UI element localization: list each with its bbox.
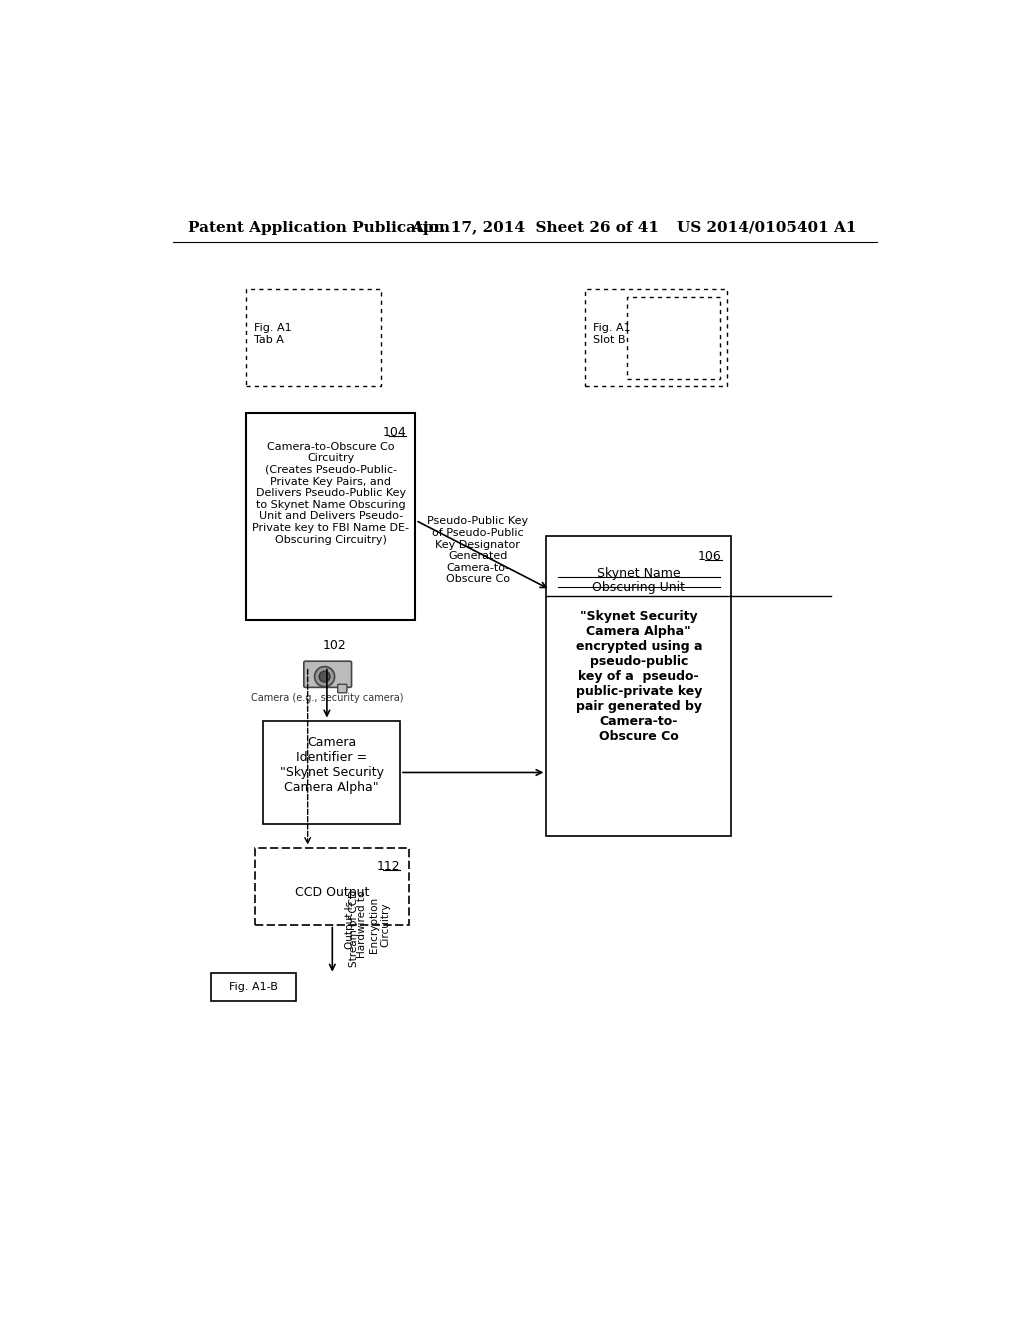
Text: Skynet Name
Obscuring Unit: Skynet Name Obscuring Unit (592, 566, 685, 594)
FancyBboxPatch shape (628, 297, 720, 379)
Text: 106: 106 (698, 549, 722, 562)
FancyBboxPatch shape (246, 412, 416, 620)
Text: Camera-to-Obscure Co
Circuitry
(Creates Pseudo-Public-
Private Key Pairs, and
De: Camera-to-Obscure Co Circuitry (Creates … (252, 442, 410, 545)
Text: Fig. A1-B: Fig. A1-B (229, 982, 279, 991)
FancyBboxPatch shape (547, 536, 731, 836)
FancyBboxPatch shape (585, 289, 727, 385)
Text: Pseudo-Public Key
of Pseudo-Public
Key Designator
Generated
Camera-to-
Obscure C: Pseudo-Public Key of Pseudo-Public Key D… (427, 516, 528, 585)
Text: "Skynet Security
Camera Alpha"
encrypted using a
pseudo-public
key of a  pseudo-: "Skynet Security Camera Alpha" encrypted… (575, 610, 702, 743)
FancyBboxPatch shape (263, 721, 400, 825)
FancyBboxPatch shape (304, 661, 351, 688)
Text: Fig. A1
Tab A: Fig. A1 Tab A (254, 323, 292, 345)
Text: US 2014/0105401 A1: US 2014/0105401 A1 (677, 220, 857, 235)
FancyBboxPatch shape (246, 289, 381, 385)
Text: Output Is
Hardwired to
Encryption
Circuitry: Output Is Hardwired to Encryption Circui… (345, 891, 390, 958)
Text: 112: 112 (377, 859, 400, 873)
Text: Patent Application Publication: Patent Application Publication (188, 220, 451, 235)
FancyBboxPatch shape (338, 684, 347, 693)
Circle shape (314, 667, 335, 686)
Text: Camera
Identifier =
"Skynet Security
Camera Alpha": Camera Identifier = "Skynet Security Cam… (280, 737, 384, 793)
Circle shape (319, 672, 330, 682)
Text: 104: 104 (383, 426, 407, 440)
Text: Camera (e.g., security camera): Camera (e.g., security camera) (251, 693, 403, 704)
FancyBboxPatch shape (255, 847, 410, 924)
Text: 102: 102 (323, 639, 346, 652)
FancyBboxPatch shape (211, 973, 296, 1001)
Text: Fig. A1
Slot B: Fig. A1 Slot B (593, 323, 630, 345)
Text: Apr. 17, 2014  Sheet 26 of 41: Apr. 17, 2014 Sheet 26 of 41 (412, 220, 659, 235)
Text: Stream of CCD: Stream of CCD (349, 890, 358, 968)
Text: CCD Output: CCD Output (295, 886, 370, 899)
